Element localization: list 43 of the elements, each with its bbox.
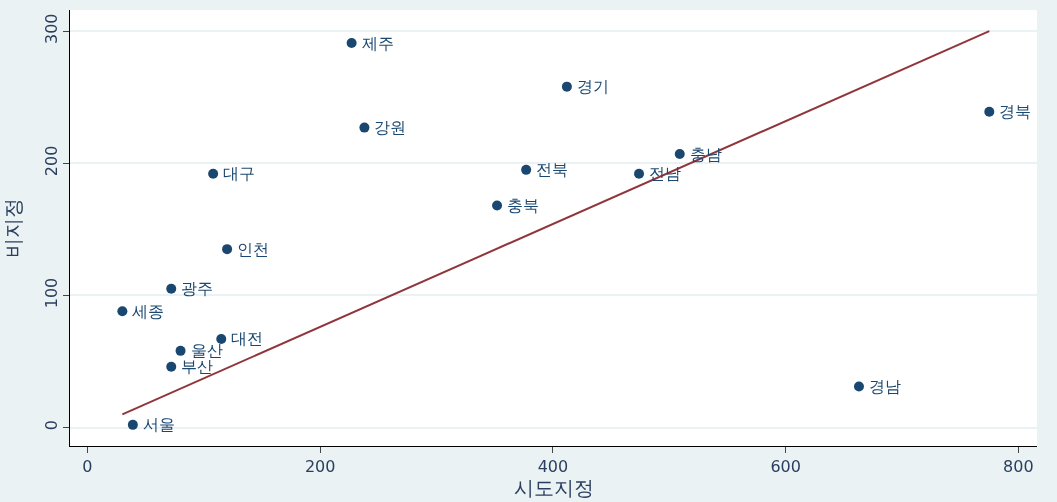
x-tick-label: 600 [770, 457, 801, 477]
point [359, 122, 370, 133]
point [175, 345, 186, 356]
y-tick-label: 100 [41, 277, 61, 309]
point [634, 168, 645, 179]
annotation: 대전 [231, 329, 263, 348]
y-tick-label: 300 [41, 13, 61, 45]
annotation: 서울 [143, 415, 175, 434]
x-axis-title: 시도지정 [513, 476, 594, 501]
annotation: 인천 [237, 240, 269, 259]
point [853, 381, 864, 392]
point [346, 38, 357, 49]
x-tick-label: 400 [537, 457, 569, 477]
point [561, 81, 572, 92]
annotation: 부산 [181, 357, 213, 376]
annotation: 충북 [507, 196, 539, 215]
point [166, 361, 177, 372]
annotation: 경북 [999, 102, 1031, 121]
point [216, 333, 227, 344]
annotation: 전북 [536, 160, 568, 179]
point [222, 244, 233, 255]
point [521, 164, 532, 175]
annotation: 경기 [577, 77, 609, 96]
annotation: 울산 [191, 341, 223, 360]
point [127, 419, 138, 430]
y-tick-label: 200 [41, 145, 61, 177]
x-tick-label: 200 [304, 457, 336, 477]
y-axis-title: 비지정 [1, 198, 26, 258]
point [492, 200, 503, 211]
annotation: 제주 [362, 34, 394, 53]
annotation: 경남 [869, 377, 901, 396]
x-tick-label: 0 [82, 457, 93, 477]
x-tick-label: 800 [1003, 457, 1034, 477]
point [984, 106, 995, 117]
annotation: 세종 [132, 302, 164, 321]
annotation: 대구 [223, 164, 255, 183]
y-tick-label: 0 [41, 420, 61, 431]
point [166, 283, 177, 294]
annotation: 강원 [374, 118, 406, 137]
point [674, 149, 685, 160]
point [117, 306, 128, 317]
point [208, 168, 219, 179]
annotation: 광주 [181, 279, 213, 298]
